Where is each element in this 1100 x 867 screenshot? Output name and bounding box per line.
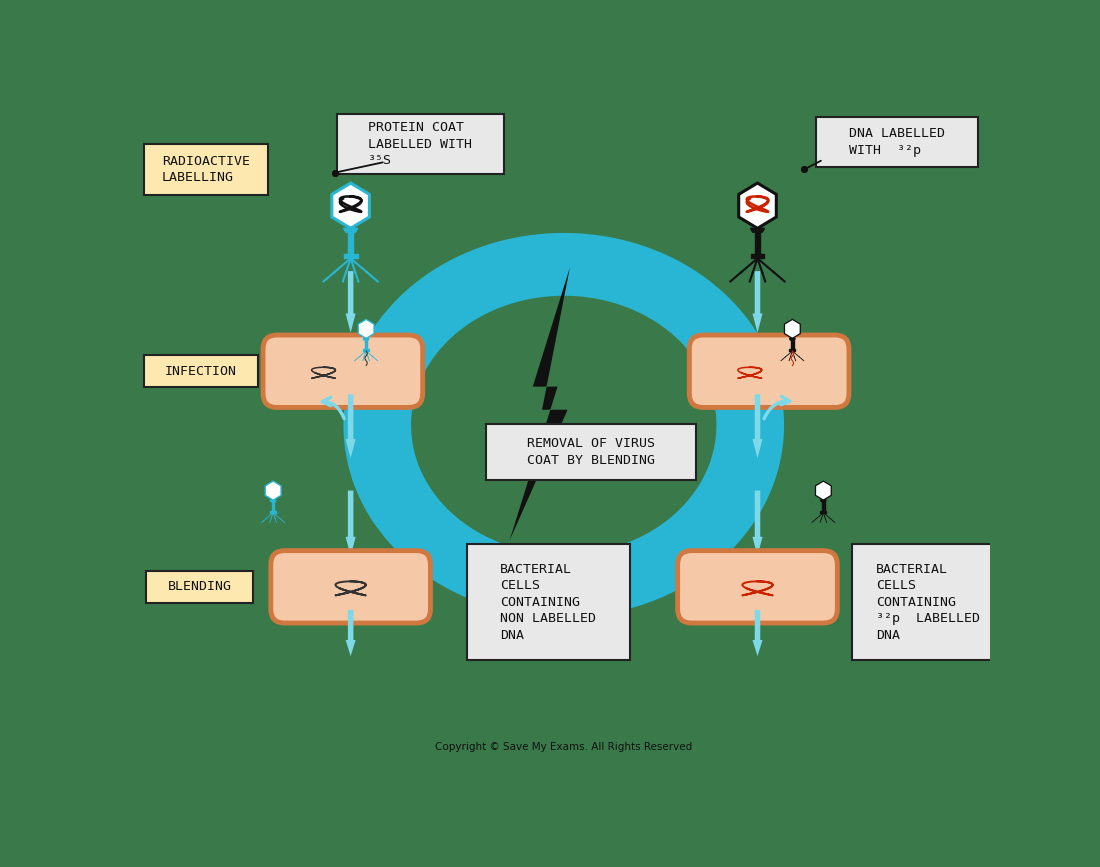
Polygon shape [345, 271, 355, 333]
Text: DNA LABELLED
WITH  ³²p: DNA LABELLED WITH ³²p [849, 127, 945, 157]
Text: RADIOACTIVE
LABELLING: RADIOACTIVE LABELLING [162, 154, 250, 185]
FancyBboxPatch shape [263, 335, 422, 407]
Polygon shape [343, 228, 358, 232]
Polygon shape [272, 502, 274, 511]
Polygon shape [752, 271, 762, 333]
FancyBboxPatch shape [146, 570, 253, 603]
FancyBboxPatch shape [466, 544, 629, 660]
Polygon shape [822, 502, 825, 511]
Polygon shape [750, 228, 764, 232]
FancyBboxPatch shape [337, 114, 504, 174]
Polygon shape [752, 394, 762, 459]
FancyBboxPatch shape [815, 117, 978, 166]
FancyBboxPatch shape [690, 335, 849, 407]
FancyBboxPatch shape [852, 544, 1003, 660]
Polygon shape [271, 500, 276, 502]
Text: INFECTION: INFECTION [165, 365, 238, 378]
Text: BLENDING: BLENDING [167, 580, 231, 593]
Polygon shape [271, 511, 276, 512]
Polygon shape [791, 340, 793, 349]
Polygon shape [365, 340, 367, 349]
Polygon shape [784, 319, 801, 338]
FancyBboxPatch shape [144, 355, 257, 388]
Text: PROTEIN COAT
LABELLED WITH
³⁵S: PROTEIN COAT LABELLED WITH ³⁵S [368, 121, 472, 167]
Polygon shape [348, 232, 353, 254]
Polygon shape [345, 491, 355, 556]
Polygon shape [343, 254, 358, 258]
Text: Copyright © Save My Exams. All Rights Reserved: Copyright © Save My Exams. All Rights Re… [436, 742, 692, 752]
Polygon shape [363, 349, 370, 351]
Polygon shape [790, 338, 795, 340]
Text: BACTERIAL
CELLS
CONTAINING
³²p  LABELLED
DNA: BACTERIAL CELLS CONTAINING ³²p LABELLED … [876, 563, 980, 642]
Polygon shape [815, 481, 832, 500]
Text: BACTERIAL
CELLS
CONTAINING
NON LABELLED
DNA: BACTERIAL CELLS CONTAINING NON LABELLED … [500, 563, 596, 642]
FancyBboxPatch shape [271, 551, 430, 623]
Polygon shape [752, 610, 762, 656]
Polygon shape [265, 481, 280, 500]
Polygon shape [821, 500, 826, 502]
Polygon shape [332, 183, 370, 228]
FancyBboxPatch shape [144, 145, 267, 194]
Polygon shape [790, 349, 795, 351]
Polygon shape [739, 183, 777, 228]
Polygon shape [345, 610, 355, 656]
Polygon shape [755, 232, 760, 254]
FancyBboxPatch shape [678, 551, 837, 623]
Polygon shape [411, 296, 716, 555]
Polygon shape [363, 338, 370, 340]
Polygon shape [345, 394, 355, 459]
FancyBboxPatch shape [486, 424, 695, 479]
Polygon shape [509, 267, 570, 541]
Polygon shape [750, 254, 764, 258]
Text: REMOVAL OF VIRUS
COAT BY BLENDING: REMOVAL OF VIRUS COAT BY BLENDING [527, 437, 654, 466]
Polygon shape [359, 319, 374, 338]
Polygon shape [752, 491, 762, 556]
Polygon shape [821, 511, 826, 512]
